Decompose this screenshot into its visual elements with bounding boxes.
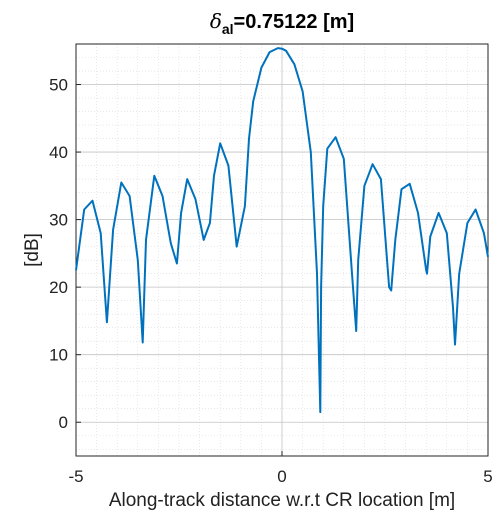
y-tick-label: 50 bbox=[49, 76, 68, 95]
title-symbol: δ bbox=[210, 9, 222, 33]
title-subscript: al bbox=[222, 21, 234, 37]
y-tick-label: 40 bbox=[49, 143, 68, 162]
x-axis-label: Along-track distance w.r.t CR location [… bbox=[109, 490, 455, 511]
x-tick-label: 0 bbox=[277, 467, 286, 486]
y-tick-label: 0 bbox=[59, 413, 68, 432]
title-value: =0.75122 [m] bbox=[234, 11, 355, 33]
x-tick-label: -5 bbox=[68, 467, 83, 486]
y-tick-label: 30 bbox=[49, 211, 68, 230]
x-tick-label: 5 bbox=[483, 467, 492, 486]
y-tick-label: 10 bbox=[49, 346, 68, 365]
series-line bbox=[75, 47, 489, 414]
chart-title: δal=0.75122 [m] bbox=[210, 9, 354, 37]
y-axis-label: [dB] bbox=[22, 233, 43, 267]
y-tick-label: 20 bbox=[49, 278, 68, 297]
